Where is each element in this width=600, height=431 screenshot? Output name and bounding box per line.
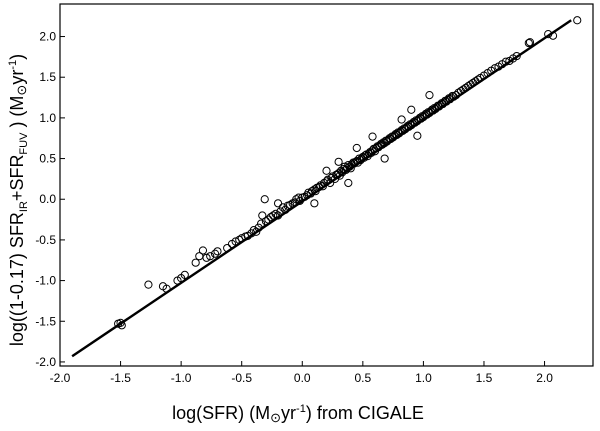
data-point <box>260 195 269 204</box>
data-point <box>413 131 422 140</box>
x-tick-label: -1.5 <box>110 371 131 385</box>
y-tick-label: -1.0 <box>35 274 56 288</box>
y-axis-title: log((1-0.17) SFRIR+SFRFUV ) (M⊙yr-1) <box>7 54 30 346</box>
y-tick-label: -1.5 <box>35 314 56 328</box>
data-point <box>310 199 319 208</box>
data-point <box>322 166 331 175</box>
data-point <box>573 16 582 25</box>
data-point <box>292 195 301 204</box>
x-axis-title: log(SFR) (M⊙yr-1) from CIGALE <box>172 403 424 425</box>
data-point <box>206 252 215 261</box>
fit-line-group <box>71 19 572 358</box>
x-tick-label: -2.0 <box>50 371 71 385</box>
data-point <box>352 143 361 153</box>
y-tick-label: -0.5 <box>35 233 56 247</box>
data-point <box>344 178 353 188</box>
plot-frame <box>59 3 594 367</box>
data-point <box>191 258 200 267</box>
y-tick-label: -2.0 <box>35 355 56 369</box>
y-tick-label: 1.5 <box>39 70 56 84</box>
x-tick-label: -1.0 <box>171 371 192 385</box>
data-point <box>269 211 278 220</box>
data-point <box>273 199 283 208</box>
x-tick-label: 2.0 <box>536 371 553 385</box>
data-point <box>258 211 267 220</box>
data-point <box>198 246 208 255</box>
data-point <box>524 38 533 48</box>
data-point <box>252 227 261 236</box>
data-point <box>213 247 222 256</box>
y-tick-label: 0.0 <box>39 192 56 206</box>
x-tick-label: 0.0 <box>294 371 311 385</box>
x-tick-label: 1.5 <box>476 371 493 385</box>
data-point <box>144 280 153 289</box>
data-point <box>397 115 406 124</box>
y-tick-label: 1.0 <box>39 111 56 125</box>
x-tick-label: -0.5 <box>231 371 252 385</box>
data-point <box>380 154 389 163</box>
data-point <box>256 219 266 228</box>
data-point <box>525 38 535 47</box>
x-axis-ticks: -2.0 -1.5 -1.0 -0.5 0.0 0.5 1.0 1.5 2.0 <box>50 361 553 385</box>
fit-line <box>71 19 572 358</box>
y-tick-label: 0.5 <box>39 152 56 166</box>
scatter-points <box>114 16 582 330</box>
data-point <box>210 249 220 258</box>
y-tick-label: 2.0 <box>39 30 56 44</box>
data-point <box>334 157 343 166</box>
data-point <box>278 203 287 212</box>
data-point <box>271 209 280 218</box>
data-point <box>425 91 434 100</box>
data-point <box>202 253 211 262</box>
x-tick-label: 1.0 <box>415 371 432 385</box>
x-tick-label: 0.5 <box>354 371 371 385</box>
data-point <box>180 270 189 279</box>
y-axis-ticks: -2.0 -1.5 -1.0 -0.5 0.0 0.5 1.0 1.5 2.0 <box>35 30 65 369</box>
data-point <box>368 132 377 141</box>
data-point <box>407 105 416 114</box>
data-point <box>512 51 521 61</box>
